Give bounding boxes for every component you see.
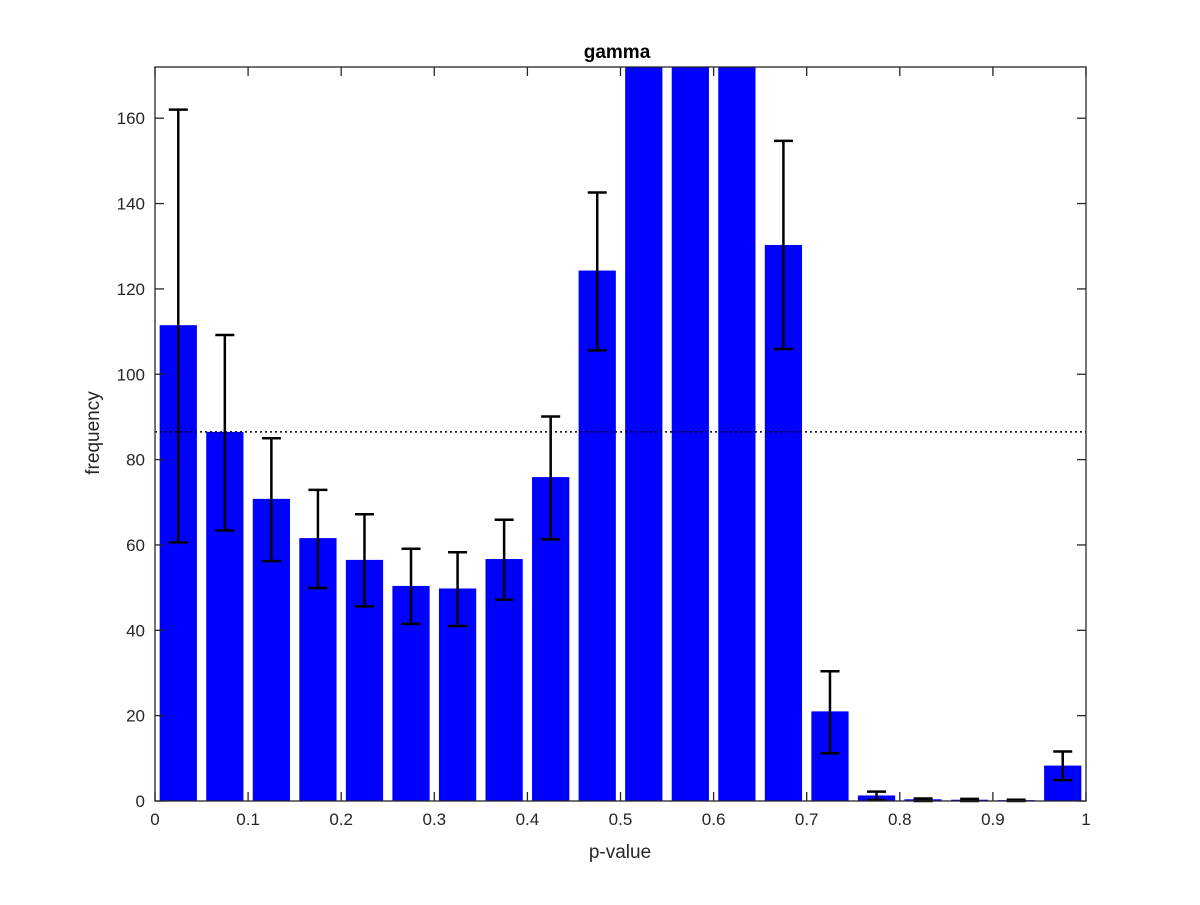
x-tick-label: 0.4 (516, 810, 540, 829)
y-tick-label: 160 (117, 109, 145, 128)
x-axis-label: p-value (589, 842, 651, 863)
error-bar (494, 518, 514, 601)
x-tick-label: 0.9 (981, 810, 1005, 829)
error-bar (215, 333, 235, 532)
x-tick-label: 0.5 (609, 810, 633, 829)
chart-title: gamma (584, 42, 651, 63)
y-tick-label: 120 (117, 280, 145, 299)
axes-box (154, 66, 1087, 802)
error-bars-group (168, 108, 1073, 803)
bar (625, 67, 663, 801)
y-tick-label: 80 (126, 451, 145, 470)
error-bar (308, 488, 328, 590)
error-bar (354, 512, 374, 608)
bar (578, 270, 616, 801)
x-tick-label: 0.7 (795, 810, 819, 829)
x-tick-label: 1 (1081, 810, 1090, 829)
x-tick-label: 0.8 (888, 810, 912, 829)
x-tick-label: 0.2 (329, 810, 353, 829)
x-tick-label: 0.1 (236, 810, 260, 829)
x-tick-label: 0.6 (702, 810, 726, 829)
y-tick-label: 100 (117, 365, 145, 384)
bars-group (159, 67, 1082, 801)
y-tick-label: 0 (136, 792, 145, 811)
error-bar (261, 437, 281, 563)
x-tick-label: 0 (150, 810, 159, 829)
error-bar (773, 139, 793, 351)
error-bar (587, 191, 607, 352)
y-tick-label: 20 (126, 707, 145, 726)
error-bar (168, 108, 188, 544)
error-bar (867, 790, 887, 802)
y-tick-label: 40 (126, 621, 145, 640)
x-tick-label: 0.3 (422, 810, 446, 829)
error-bar (401, 547, 421, 626)
y-ticks-group: 0 20 40 60 80 100 120 140 160 (117, 109, 1086, 811)
bar (671, 67, 709, 801)
error-bar (820, 670, 840, 755)
error-bar (1053, 750, 1073, 782)
error-bar (541, 415, 561, 541)
x-ticks-group: 0 0.1 0.2 0.3 0.4 0.5 0.6 0.7 0.8 0.9 1 (150, 67, 1091, 829)
y-tick-label: 140 (117, 195, 145, 214)
axes-group (154, 66, 1087, 802)
y-tick-label: 60 (126, 536, 145, 555)
error-bar (448, 550, 468, 628)
y-axis-label: frequency (83, 391, 104, 475)
bar (718, 67, 756, 801)
